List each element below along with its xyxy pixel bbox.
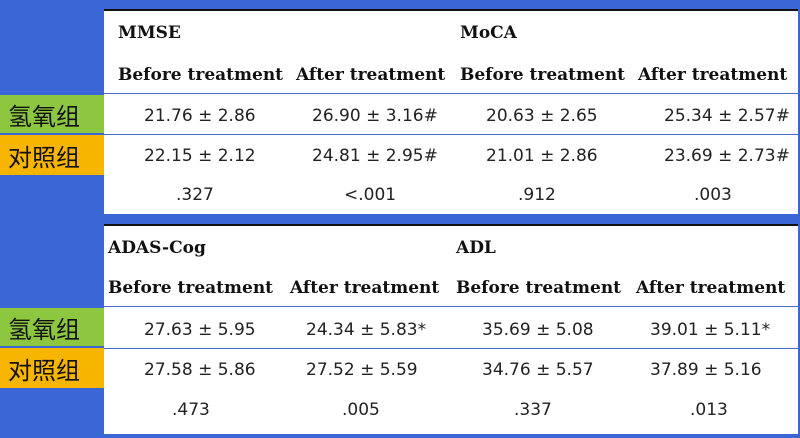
row-divider: [104, 134, 798, 135]
table-cell: 35.69 ± 5.08: [482, 320, 594, 340]
label-control-group-top: 对照组: [0, 135, 104, 175]
table-mmse-moca: MMSE MoCA Before treatment After treatme…: [104, 9, 798, 214]
table-cell: 24.81 ± 2.95#: [312, 146, 438, 166]
group-header-adl: ADL: [456, 238, 496, 258]
table-cell: 20.63 ± 2.65: [486, 106, 598, 126]
table-cell: 23.69 ± 2.73#: [664, 146, 790, 166]
subheader-after: After treatment: [290, 278, 440, 298]
p-value: .327: [176, 185, 214, 205]
p-value: .337: [514, 400, 552, 420]
table-adascog-adl: ADAS-Cog ADL Before treatment After trea…: [104, 224, 798, 434]
table-cell: 37.89 ± 5.16: [650, 360, 762, 380]
label-hydrogen-group-bottom: 氢氧组: [0, 308, 104, 346]
subheader-before: Before treatment: [118, 65, 284, 85]
p-value: .005: [342, 400, 380, 420]
row-divider: [104, 306, 798, 307]
subheader-after: After treatment: [636, 278, 786, 298]
table-cell: 21.76 ± 2.86: [144, 106, 256, 126]
subheader-before: Before treatment: [456, 278, 622, 298]
table-cell: 34.76 ± 5.57: [482, 360, 594, 380]
table-cell: 25.34 ± 2.57#: [664, 106, 790, 126]
subheader-after: After treatment: [296, 65, 446, 85]
p-value: <.001: [344, 185, 397, 205]
group-header-moca: MoCA: [460, 23, 517, 43]
group-header-mmse: MMSE: [118, 23, 181, 43]
table-cell: 24.34 ± 5.83*: [306, 320, 427, 340]
group-header-adas-cog: ADAS-Cog: [108, 238, 206, 258]
p-value: .003: [694, 185, 732, 205]
subheader-before: Before treatment: [460, 65, 626, 85]
table-cell: 26.90 ± 3.16#: [312, 106, 438, 126]
row-divider: [104, 93, 798, 94]
p-value: .013: [690, 400, 728, 420]
table-cell: 27.58 ± 5.86: [144, 360, 256, 380]
label-control-group-bottom: 对照组: [0, 348, 104, 388]
label-hydrogen-group-top: 氢氧组: [0, 95, 104, 133]
table-cell: 39.01 ± 5.11*: [650, 320, 771, 340]
table-cell: 27.52 ± 5.59: [306, 360, 418, 380]
table-cell: 21.01 ± 2.86: [486, 146, 598, 166]
table-cell: 22.15 ± 2.12: [144, 146, 256, 166]
row-divider: [104, 348, 798, 349]
table-cell: 27.63 ± 5.95: [144, 320, 256, 340]
subheader-after: After treatment: [638, 65, 788, 85]
p-value: .912: [518, 185, 556, 205]
subheader-before: Before treatment: [108, 278, 274, 298]
p-value: .473: [172, 400, 210, 420]
